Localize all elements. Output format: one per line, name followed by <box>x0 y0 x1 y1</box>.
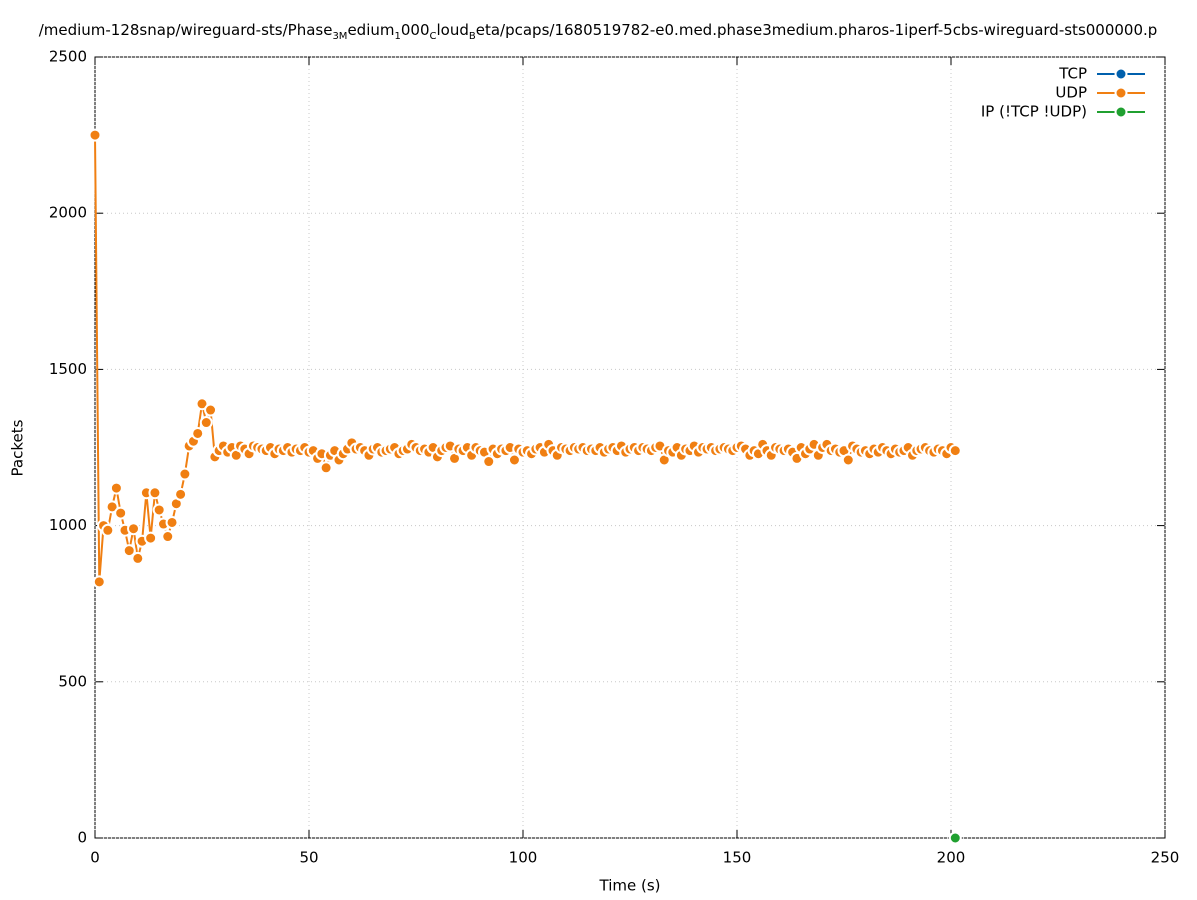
y-tick-label: 0 <box>77 829 87 847</box>
data-point <box>148 486 162 500</box>
legend-label: IP (!TCP !UDP) <box>981 103 1087 121</box>
data-point <box>199 416 213 430</box>
title-part: C <box>430 31 437 42</box>
data-point <box>131 551 145 565</box>
data-point <box>92 575 106 589</box>
y-tick-label: 500 <box>58 672 87 690</box>
data-point <box>144 531 158 545</box>
legend-label: TCP <box>1058 65 1087 83</box>
chart-title: /medium-128snap/wireguard-sts/Phase3Medi… <box>39 21 1158 42</box>
plot-frame <box>94 56 1166 839</box>
title-part: B <box>469 31 476 42</box>
data-point <box>114 506 128 520</box>
data-point <box>319 461 333 475</box>
data-point <box>948 831 962 845</box>
x-tick-label: 50 <box>299 849 318 867</box>
data-point <box>122 544 136 558</box>
y-tick-label: 1000 <box>49 516 87 534</box>
legend-point <box>1114 105 1128 119</box>
data-point <box>127 522 141 536</box>
data-point <box>178 467 192 481</box>
title-part: edium <box>347 21 394 39</box>
data-point <box>195 397 209 411</box>
y-axis-label: Packets <box>9 419 27 476</box>
x-axis-label: Time (s) <box>599 877 661 895</box>
title-part: 1 <box>394 31 400 42</box>
x-tick-label: 100 <box>509 849 538 867</box>
data-point <box>109 481 123 495</box>
y-tick-label: 2000 <box>49 204 87 222</box>
x-tick-label: 150 <box>723 849 752 867</box>
data-point <box>101 523 115 537</box>
x-tick-label: 200 <box>937 849 966 867</box>
data-point <box>165 515 179 529</box>
data-point <box>105 500 119 514</box>
data-point <box>174 487 188 501</box>
data-point <box>161 530 175 544</box>
legend-point <box>1114 86 1128 100</box>
data-point <box>507 453 521 467</box>
series-line <box>94 135 956 582</box>
data-point <box>948 444 962 458</box>
y-tick-label: 1500 <box>49 360 87 378</box>
title-part: 3M <box>332 31 347 42</box>
title-part: 000 <box>401 21 430 39</box>
x-tick-label: 0 <box>90 849 100 867</box>
data-point <box>482 455 496 469</box>
legend-point <box>1114 67 1128 81</box>
data-point <box>152 503 166 517</box>
title-part: /medium-128snap/wireguard-sts/Phase <box>39 21 333 39</box>
data-point <box>841 453 855 467</box>
legend-label: UDP <box>1055 84 1087 102</box>
title-part: eta/pcaps/1680519782-e0.med.phase3medium… <box>476 21 1158 39</box>
title-part: loud <box>436 21 468 39</box>
y-tick-label: 2500 <box>49 48 87 66</box>
x-tick-label: 250 <box>1151 849 1180 867</box>
data-point <box>191 426 205 440</box>
data-point <box>204 403 218 417</box>
data-point <box>88 128 102 142</box>
